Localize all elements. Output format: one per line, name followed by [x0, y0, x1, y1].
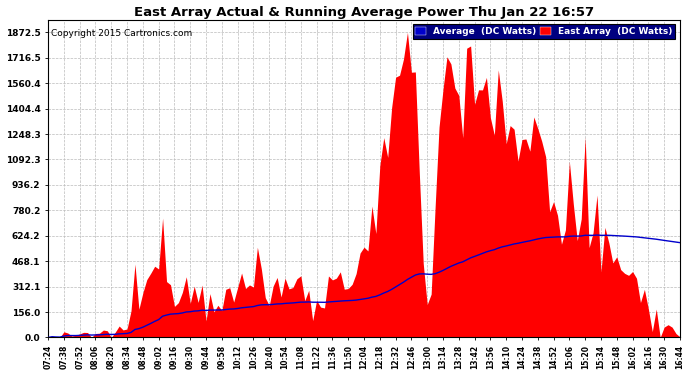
Legend: Average  (DC Watts), East Array  (DC Watts): Average (DC Watts), East Array (DC Watts… — [413, 24, 676, 39]
Title: East Array Actual & Running Average Power Thu Jan 22 16:57: East Array Actual & Running Average Powe… — [134, 6, 594, 18]
Text: Copyright 2015 Cartronics.com: Copyright 2015 Cartronics.com — [51, 29, 193, 38]
